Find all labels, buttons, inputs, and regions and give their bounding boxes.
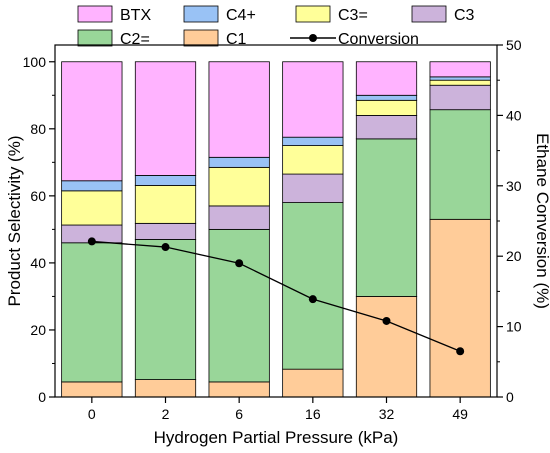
bar-c1-0 (61, 381, 123, 398)
bar-btx-2 (134, 61, 197, 176)
legend: BTX C4+ C3= C3 C2= C1 Conversion (77, 5, 475, 48)
bar-c3-ene-6 (208, 166, 270, 207)
y-tick-label-60: 60 (30, 188, 46, 204)
x-tick-label-32: 32 (379, 406, 395, 422)
conversion-point-32 (382, 316, 391, 325)
bar-c2-ene-32 (355, 138, 418, 297)
conversion-point-16 (308, 295, 317, 304)
bar-btx-32 (355, 61, 418, 96)
bar-c2-ene-6 (208, 228, 270, 383)
bar-c4-plus-6 (208, 156, 270, 168)
legend-label-c3: C3 (454, 7, 475, 24)
bar-btx-6 (208, 61, 270, 158)
bar-c4-plus-49 (429, 76, 491, 81)
y2-tick-label-0: 0 (506, 389, 514, 405)
legend-label-c3-ene: C3= (338, 7, 368, 24)
legend-marker-conversion (309, 34, 317, 42)
bar-c1-2 (134, 379, 197, 398)
legend-swatch-c3-ene (295, 5, 331, 23)
bar-c4-plus-32 (355, 94, 418, 101)
y2-tick-label-40: 40 (506, 107, 522, 123)
x-tick-label-49: 49 (452, 406, 468, 422)
bar-c3-16 (282, 173, 344, 203)
conversion-line (87, 237, 465, 356)
y-axis-title: Product Selectivity (%) (5, 136, 24, 307)
y-tick-label-80: 80 (30, 121, 46, 137)
y2-tick-label-20: 20 (506, 248, 522, 264)
bar-c1-49 (429, 218, 491, 398)
stacked-bars (61, 61, 491, 398)
y-tick-label-20: 20 (30, 322, 46, 338)
bar-c3-2 (134, 222, 197, 240)
bar-c3-ene-0 (61, 190, 123, 226)
conversion-point-49 (456, 347, 465, 356)
bar-c2-ene-16 (282, 202, 344, 370)
y2-tick-label-30: 30 (506, 178, 522, 194)
bar-c2-ene-2 (134, 239, 197, 380)
legend-swatch-c4-plus (183, 5, 219, 23)
bar-c1-16 (282, 368, 344, 398)
legend-swatch-c1 (183, 29, 219, 47)
bar-c4-plus-16 (282, 136, 344, 146)
conversion-polyline (91, 240, 461, 352)
legend-label-btx: BTX (120, 7, 151, 24)
bar-c3-6 (208, 205, 270, 230)
bar-c3-32 (355, 115, 418, 140)
bar-c3-ene-32 (355, 99, 418, 116)
axes: 0 20 40 60 80 100 0 10 20 30 40 50 0 2 6 16 32 49 (23, 37, 522, 422)
y2-tick-label-50: 50 (506, 37, 522, 53)
bar-c4-plus-0 (61, 180, 123, 192)
conversion-point-6 (235, 259, 244, 268)
x-tick-label-16: 16 (305, 406, 321, 422)
x-tick-label-6: 6 (235, 406, 243, 422)
legend-label-c1: C1 (226, 31, 247, 48)
bar-btx-49 (429, 61, 491, 78)
y-tick-label-0: 0 (38, 389, 46, 405)
bar-c3-49 (429, 84, 491, 111)
x-axis-title: Hydrogen Partial Pressure (kPa) (154, 428, 399, 447)
bar-c2-ene-0 (61, 242, 123, 383)
bar-c4-plus-2 (134, 175, 197, 186)
bar-c3-ene-16 (282, 145, 344, 175)
legend-label-c4-plus: C4+ (226, 7, 256, 24)
y-tick-label-100: 100 (23, 54, 47, 70)
bar-c2-ene-49 (429, 109, 491, 220)
x-tick-label-2: 2 (162, 406, 170, 422)
legend-swatch-c3 (411, 5, 447, 23)
legend-swatch-btx (77, 5, 113, 23)
bar-c1-6 (208, 381, 270, 398)
conversion-point-2 (161, 243, 170, 252)
bar-btx-16 (282, 61, 344, 138)
legend-label-conversion: Conversion (338, 31, 419, 48)
y2-axis-title: Ethane Conversion (%) (533, 133, 550, 309)
x-tick-label-0: 0 (88, 406, 96, 422)
bar-c3-ene-49 (429, 79, 491, 86)
conversion-point-0 (87, 237, 96, 246)
bar-btx-0 (61, 61, 123, 182)
y2-tick-label-10: 10 (506, 319, 522, 335)
bar-c3-ene-2 (134, 185, 197, 224)
bar-c1-32 (355, 296, 418, 398)
legend-label-c2-ene: C2= (120, 31, 150, 48)
legend-swatch-c2-ene (77, 29, 113, 47)
y-tick-label-40: 40 (30, 255, 46, 271)
